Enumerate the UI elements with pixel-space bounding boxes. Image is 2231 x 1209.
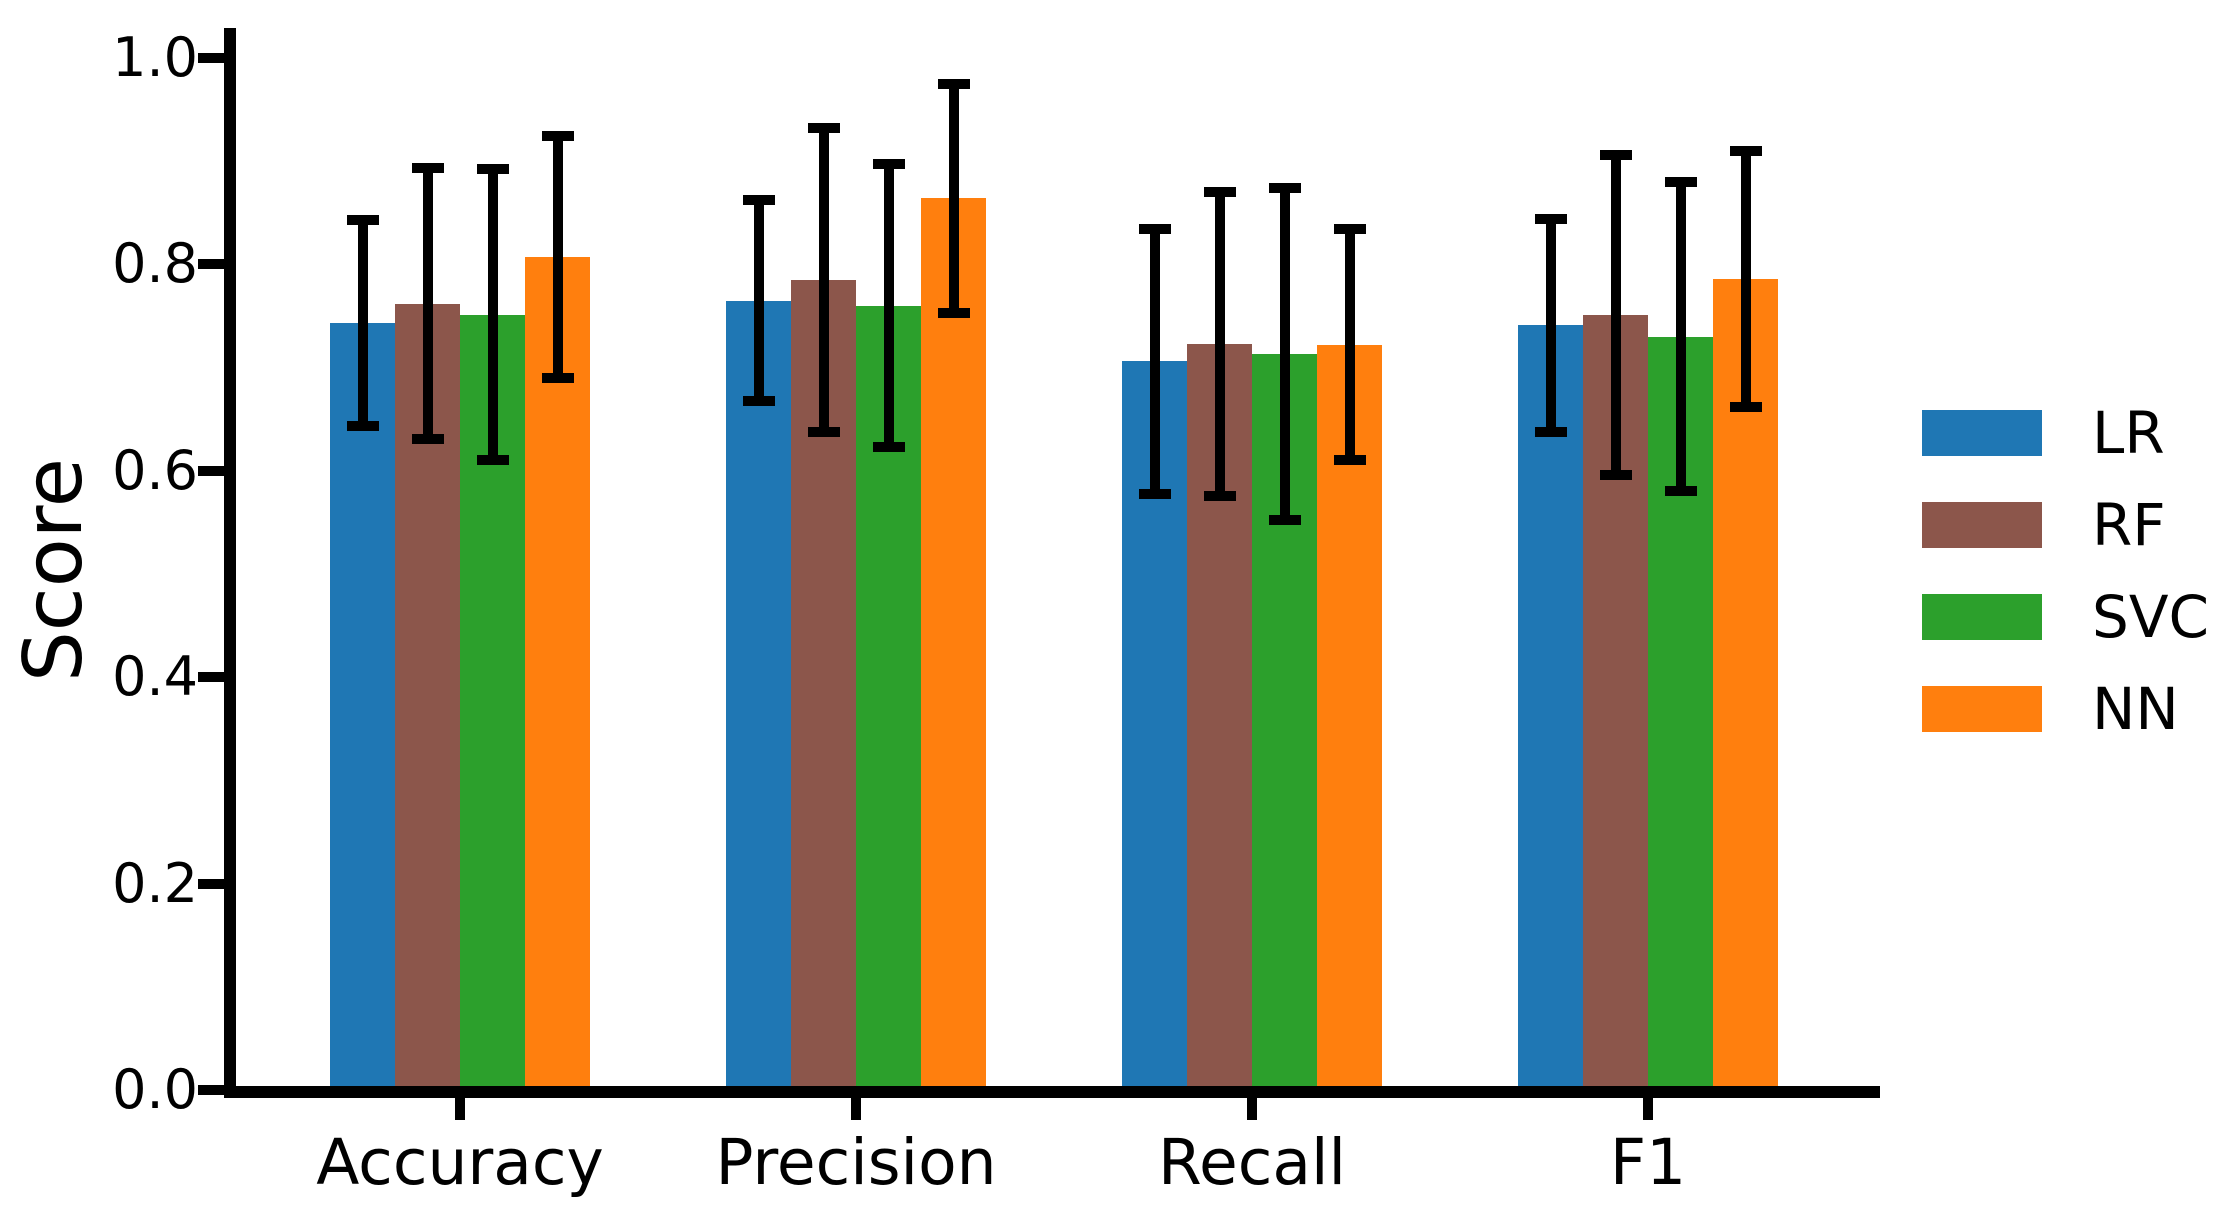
error-bar-cap-top-NN-Precision: [937, 78, 970, 89]
error-bar-line-RF-Accuracy: [422, 168, 433, 439]
error-bar-cap-bottom-SVC-Accuracy: [476, 455, 509, 466]
error-bar-cap-bottom-NN-Recall: [1333, 455, 1366, 466]
error-bar-line-RF-F1: [1610, 155, 1621, 475]
error-bar-cap-bottom-LR-Recall: [1138, 488, 1171, 499]
error-bar-cap-bottom-RF-F1: [1599, 469, 1632, 480]
error-bar-cap-top-LR-F1: [1534, 213, 1567, 224]
error-bar-cap-top-NN-F1: [1729, 145, 1762, 156]
y-tick-label: 0.0: [112, 1058, 198, 1121]
error-bar-cap-bottom-LR-Accuracy: [346, 421, 379, 432]
error-bar-cap-top-SVC-F1: [1664, 176, 1697, 187]
error-bar-cap-bottom-SVC-Recall: [1268, 515, 1301, 526]
error-bar-cap-top-LR-Accuracy: [346, 215, 379, 226]
error-bar-cap-top-RF-F1: [1599, 150, 1632, 160]
y-tick: [198, 53, 224, 63]
error-bar-cap-bottom-LR-Precision: [742, 395, 775, 406]
x-tick: [1643, 1092, 1653, 1120]
error-bar-line-NN-F1: [1740, 150, 1751, 407]
bar-NN-Recall: [1317, 344, 1382, 1090]
error-bar-line-NN-Accuracy: [552, 136, 563, 378]
error-bar-cap-top-LR-Recall: [1138, 224, 1171, 235]
error-bar-line-NN-Recall: [1344, 229, 1355, 461]
bar-LR-Accuracy: [330, 323, 395, 1090]
y-tick: [198, 259, 224, 270]
error-bar-line-RF-Precision: [818, 128, 829, 432]
bar-LR-F1: [1518, 325, 1583, 1090]
error-bar-line-NN-Precision: [948, 83, 959, 313]
x-tick: [1247, 1092, 1257, 1120]
error-bar-cap-bottom-RF-Accuracy: [411, 433, 444, 444]
bar-NN-Precision: [921, 198, 986, 1090]
error-bar-line-LR-Recall: [1149, 229, 1160, 494]
x-tick-label-F1: F1: [1609, 1126, 1687, 1199]
x-tick-label-Recall: Recall: [1158, 1126, 1346, 1199]
error-bar-line-LR-Accuracy: [357, 220, 368, 427]
y-tick-label: 0.6: [112, 438, 198, 502]
x-tick: [851, 1092, 861, 1120]
bar-NN-F1: [1713, 278, 1778, 1090]
legend-label-SVC: SVC: [2092, 583, 2209, 651]
error-bar-cap-bottom-NN-F1: [1729, 401, 1762, 412]
error-bar-cap-top-NN-Recall: [1333, 224, 1366, 235]
error-bar-cap-top-NN-Accuracy: [541, 131, 574, 142]
error-bar-cap-top-LR-Precision: [742, 195, 775, 206]
y-tick: [198, 1085, 224, 1095]
error-bar-cap-bottom-RF-Precision: [807, 426, 840, 437]
y-tick-label: 1.0: [112, 26, 198, 89]
legend-swatch-RF: [1922, 502, 2042, 548]
error-bar-cap-top-RF-Accuracy: [411, 163, 444, 174]
error-bar-cap-bottom-LR-F1: [1534, 426, 1567, 437]
error-bar-cap-bottom-NN-Accuracy: [541, 372, 574, 383]
error-bar-cap-top-SVC-Precision: [872, 159, 905, 170]
legend-label-LR: LR: [2092, 399, 2165, 467]
error-bar-cap-bottom-SVC-Precision: [872, 442, 905, 453]
y-axis-spine: [224, 28, 236, 1098]
error-bar-line-SVC-Accuracy: [487, 169, 498, 461]
error-bar-line-SVC-Recall: [1279, 188, 1290, 521]
y-tick: [198, 465, 224, 476]
y-tick-label: 0.4: [112, 645, 198, 709]
legend-swatch-SVC: [1922, 594, 2042, 640]
y-tick-label: 0.2: [112, 851, 198, 915]
legend-swatch-LR: [1922, 410, 2042, 456]
error-bar-line-SVC-F1: [1675, 181, 1686, 492]
x-tick-label-Accuracy: Accuracy: [316, 1126, 604, 1199]
y-tick: [198, 672, 224, 683]
x-tick: [455, 1092, 465, 1120]
error-bar-cap-top-SVC-Accuracy: [476, 164, 509, 175]
y-tick-label: 0.8: [112, 232, 198, 296]
error-bar-cap-top-RF-Precision: [807, 123, 840, 134]
y-tick: [198, 878, 224, 889]
legend-label-RF: RF: [2092, 491, 2166, 559]
x-tick-label-Precision: Precision: [715, 1126, 997, 1199]
error-bar-cap-bottom-RF-Recall: [1203, 490, 1236, 501]
bar-NN-Accuracy: [525, 257, 590, 1090]
error-bar-line-LR-Precision: [753, 200, 764, 401]
legend-label-NN: NN: [2092, 675, 2179, 743]
error-bar-cap-top-RF-Recall: [1203, 187, 1236, 198]
legend-swatch-NN: [1922, 686, 2042, 732]
error-bar-line-RF-Recall: [1214, 192, 1225, 496]
error-bar-cap-bottom-NN-Precision: [937, 307, 970, 318]
bar-LR-Precision: [726, 300, 791, 1090]
x-axis-spine: [224, 1086, 1880, 1098]
error-bar-cap-top-SVC-Recall: [1268, 183, 1301, 194]
error-bar-line-LR-F1: [1545, 218, 1556, 432]
error-bar-line-SVC-Precision: [883, 164, 894, 448]
error-bar-cap-bottom-SVC-F1: [1664, 486, 1697, 497]
